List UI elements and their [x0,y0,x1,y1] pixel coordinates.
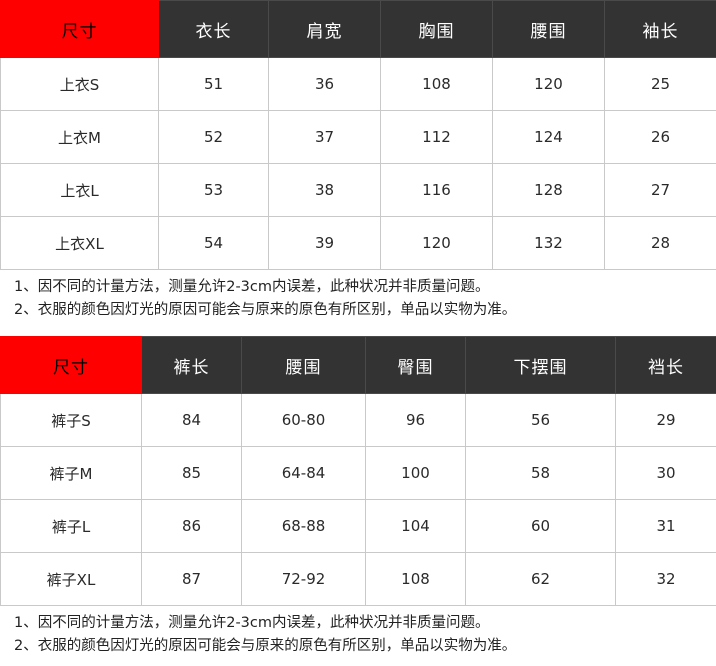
cell-pant-length: 87 [142,553,242,606]
table-row: 上衣S 51 36 108 120 25 [1,58,716,111]
cell-length: 52 [159,111,269,164]
cell-size: 上衣L [1,164,159,217]
cell-waist: 132 [493,217,605,270]
cell-crotch: 29 [616,394,716,447]
column-header-size: 尺寸 [1,1,159,58]
cell-length: 53 [159,164,269,217]
cell-shoulder: 39 [269,217,381,270]
pants-size-table: 尺寸 裤长 腰围 臀围 下摆围 裆长 裤子S 84 60-80 96 56 29… [0,336,716,606]
column-header-hip: 臀围 [366,337,466,394]
table-row: 上衣L 53 38 116 128 27 [1,164,716,217]
cell-crotch: 32 [616,553,716,606]
cell-waist: 124 [493,111,605,164]
notes-top: 1、因不同的计量方法，测量允许2-3cm内误差，此种状况并非质量问题。 2、衣服… [0,270,716,330]
note-line: 2、衣服的颜色因灯光的原因可能会与原来的原色有所区别，单品以实物为准。 [14,299,716,322]
column-header-size: 尺寸 [1,337,142,394]
cell-bust: 112 [381,111,493,164]
cell-bust: 120 [381,217,493,270]
column-header-waist: 腰围 [493,1,605,58]
cell-waist: 128 [493,164,605,217]
cell-size: 裤子M [1,447,142,500]
cell-hem: 58 [466,447,616,500]
cell-size: 上衣M [1,111,159,164]
cell-size: 上衣XL [1,217,159,270]
cell-size: 裤子XL [1,553,142,606]
cell-length: 51 [159,58,269,111]
note-line: 1、因不同的计量方法，测量允许2-3cm内误差，此种状况并非质量问题。 [14,276,716,299]
table-row: 裤子S 84 60-80 96 56 29 [1,394,716,447]
cell-hip: 96 [366,394,466,447]
cell-hip: 104 [366,500,466,553]
cell-sleeve: 28 [605,217,716,270]
cell-sleeve: 26 [605,111,716,164]
cell-waist: 72-92 [242,553,366,606]
table-row: 上衣M 52 37 112 124 26 [1,111,716,164]
cell-size: 裤子S [1,394,142,447]
cell-crotch: 30 [616,447,716,500]
cell-size: 上衣S [1,58,159,111]
table-row: 裤子M 85 64-84 100 58 30 [1,447,716,500]
cell-shoulder: 37 [269,111,381,164]
note-line: 2、衣服的颜色因灯光的原因可能会与原来的原色有所区别，单品以实物为准。 [14,635,716,658]
cell-pant-length: 85 [142,447,242,500]
cell-bust: 108 [381,58,493,111]
table-row: 上衣XL 54 39 120 132 28 [1,217,716,270]
cell-waist: 68-88 [242,500,366,553]
cell-hem: 60 [466,500,616,553]
column-header-sleeve: 袖长 [605,1,716,58]
cell-hip: 108 [366,553,466,606]
cell-hip: 100 [366,447,466,500]
cell-waist: 60-80 [242,394,366,447]
table-header-row: 尺寸 衣长 肩宽 胸围 腰围 袖长 [1,1,716,58]
cell-hem: 56 [466,394,616,447]
column-header-bust: 胸围 [381,1,493,58]
cell-crotch: 31 [616,500,716,553]
cell-size: 裤子L [1,500,142,553]
table-row: 裤子XL 87 72-92 108 62 32 [1,553,716,606]
cell-sleeve: 27 [605,164,716,217]
cell-hem: 62 [466,553,616,606]
cell-waist: 64-84 [242,447,366,500]
notes-bottom: 1、因不同的计量方法，测量允许2-3cm内误差，此种状况并非质量问题。 2、衣服… [0,606,716,666]
note-line: 1、因不同的计量方法，测量允许2-3cm内误差，此种状况并非质量问题。 [14,612,716,635]
column-header-hem: 下摆围 [466,337,616,394]
column-header-length: 衣长 [159,1,269,58]
cell-sleeve: 25 [605,58,716,111]
table-row: 裤子L 86 68-88 104 60 31 [1,500,716,553]
column-header-waist: 腰围 [242,337,366,394]
table-header-row: 尺寸 裤长 腰围 臀围 下摆围 裆长 [1,337,716,394]
tops-size-table: 尺寸 衣长 肩宽 胸围 腰围 袖长 上衣S 51 36 108 120 25 上… [0,0,716,270]
cell-shoulder: 38 [269,164,381,217]
cell-shoulder: 36 [269,58,381,111]
cell-pant-length: 86 [142,500,242,553]
column-header-pant-length: 裤长 [142,337,242,394]
column-header-crotch: 裆长 [616,337,716,394]
cell-pant-length: 84 [142,394,242,447]
cell-bust: 116 [381,164,493,217]
column-header-shoulder: 肩宽 [269,1,381,58]
cell-length: 54 [159,217,269,270]
cell-waist: 120 [493,58,605,111]
